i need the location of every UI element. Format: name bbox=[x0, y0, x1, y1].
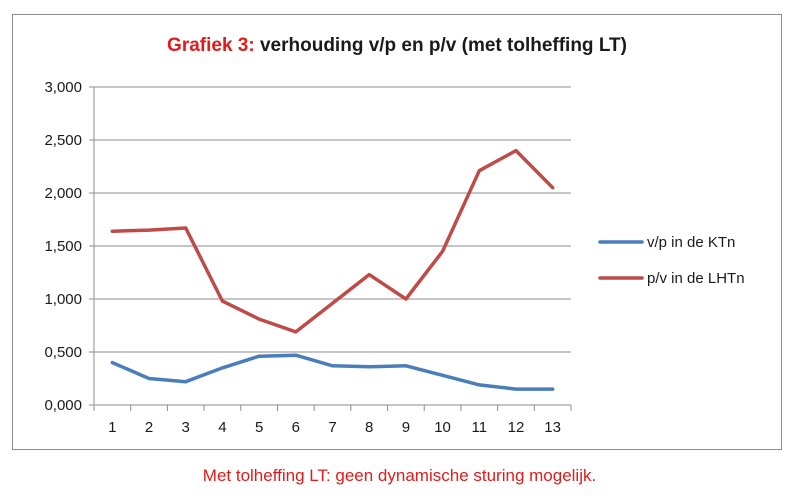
chart-caption: Met tolheffing LT: geen dynamische sturi… bbox=[202, 466, 597, 485]
x-tick-label: 11 bbox=[471, 419, 487, 436]
chart-title: Grafiek 3: verhouding v/p en p/v (met to… bbox=[13, 35, 781, 57]
y-tick-label: 2,000 bbox=[44, 185, 82, 202]
x-tick-label: 10 bbox=[434, 419, 451, 436]
y-tick-label: 1,500 bbox=[44, 238, 82, 255]
y-tick-label: 1,000 bbox=[44, 291, 82, 308]
x-tick-label: 9 bbox=[402, 419, 410, 436]
x-tick-label: 3 bbox=[182, 419, 190, 436]
series-line-1 bbox=[110, 353, 555, 391]
legend-label-2: p/v in de LHTn bbox=[647, 270, 745, 287]
x-tick-label: 6 bbox=[292, 419, 300, 436]
x-tick-label: 2 bbox=[145, 419, 153, 436]
x-tick-label: 1 bbox=[108, 419, 116, 436]
x-tick-label: 5 bbox=[255, 419, 263, 436]
x-tick-label: 4 bbox=[218, 419, 226, 436]
legend-label-1: v/p in de KTn bbox=[647, 234, 735, 251]
y-tick-label: 0,500 bbox=[44, 344, 82, 361]
x-tick-label: 8 bbox=[365, 419, 373, 436]
chart-title-prefix: Grafiek 3: bbox=[167, 35, 255, 56]
x-tick-label: 7 bbox=[328, 419, 336, 436]
x-tick-label: 13 bbox=[544, 419, 561, 436]
y-tick-label: 3,000 bbox=[44, 79, 82, 96]
y-tick-label: 2,500 bbox=[44, 132, 82, 149]
chart-frame: Grafiek 3: verhouding v/p en p/v (met to… bbox=[12, 14, 782, 450]
series-line-2 bbox=[110, 148, 555, 334]
chart-title-main: verhouding v/p en p/v (met tolheffing LT… bbox=[259, 35, 627, 56]
x-tick-label: 12 bbox=[508, 419, 525, 436]
y-tick-label: 0,000 bbox=[44, 397, 82, 414]
